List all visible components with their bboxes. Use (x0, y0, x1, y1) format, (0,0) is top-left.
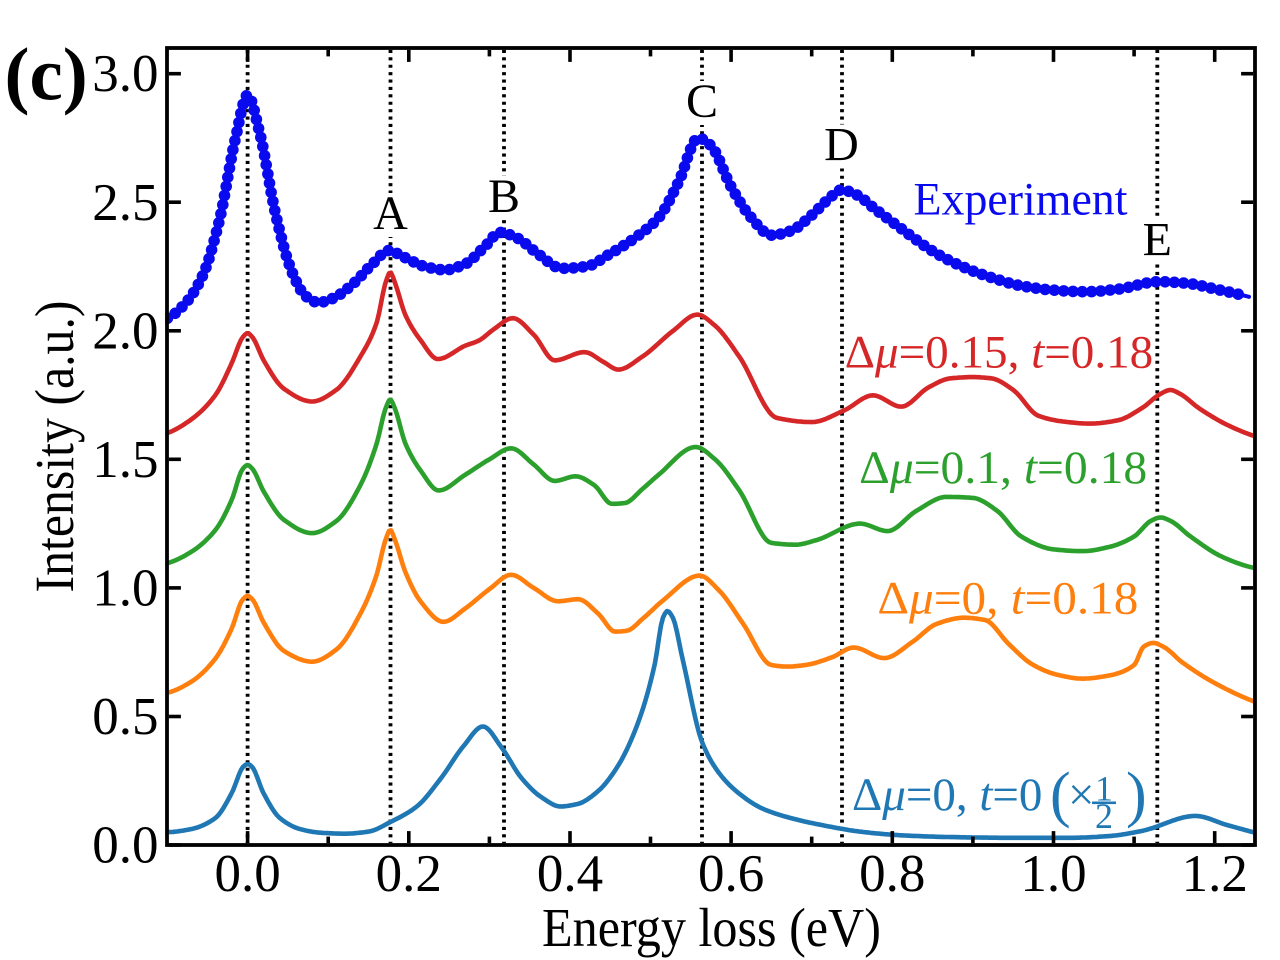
svg-text:1.5: 1.5 (92, 431, 158, 489)
svg-text:0.4: 0.4 (537, 845, 603, 903)
svg-text:): ) (1126, 761, 1147, 829)
svg-text:Intensity (a.u.): Intensity (a.u.) (24, 301, 85, 593)
svg-text:(c): (c) (5, 34, 88, 117)
svg-text:0.0: 0.0 (92, 817, 158, 875)
svg-text:1.0: 1.0 (92, 559, 158, 617)
svg-text:Δμ=0, t=0: Δμ=0, t=0 (852, 769, 1042, 821)
svg-text:Δμ=0.1, t=0.18: Δμ=0.1, t=0.18 (859, 442, 1147, 494)
svg-text:1.0: 1.0 (1020, 845, 1086, 903)
svg-text:D: D (824, 119, 859, 172)
svg-text:0.5: 0.5 (92, 688, 158, 746)
svg-text:0.8: 0.8 (859, 845, 925, 903)
svg-text:2.0: 2.0 (92, 302, 158, 360)
svg-text:3.0: 3.0 (92, 45, 158, 103)
svg-text:2.5: 2.5 (92, 174, 158, 232)
svg-text:B: B (488, 170, 520, 223)
svg-text:Experiment: Experiment (914, 175, 1128, 226)
svg-text:0.2: 0.2 (376, 845, 442, 903)
svg-text:A: A (373, 187, 408, 240)
svg-text:0.6: 0.6 (698, 845, 764, 903)
svg-text:1: 1 (1095, 769, 1113, 809)
svg-text:2: 2 (1095, 796, 1113, 836)
svg-text:E: E (1143, 214, 1172, 267)
svg-text:C: C (686, 75, 718, 128)
svg-text:Δμ=0, t=0.18: Δμ=0, t=0.18 (877, 572, 1138, 624)
svg-text:Δμ=0.15, t=0.18: Δμ=0.15, t=0.18 (845, 327, 1154, 379)
svg-text:1.2: 1.2 (1182, 845, 1248, 903)
svg-text:(: ( (1050, 761, 1071, 829)
svg-text:×: × (1068, 769, 1095, 821)
svg-text:Energy loss (eV): Energy loss (eV) (542, 897, 881, 958)
svg-text:0.0: 0.0 (214, 845, 280, 903)
